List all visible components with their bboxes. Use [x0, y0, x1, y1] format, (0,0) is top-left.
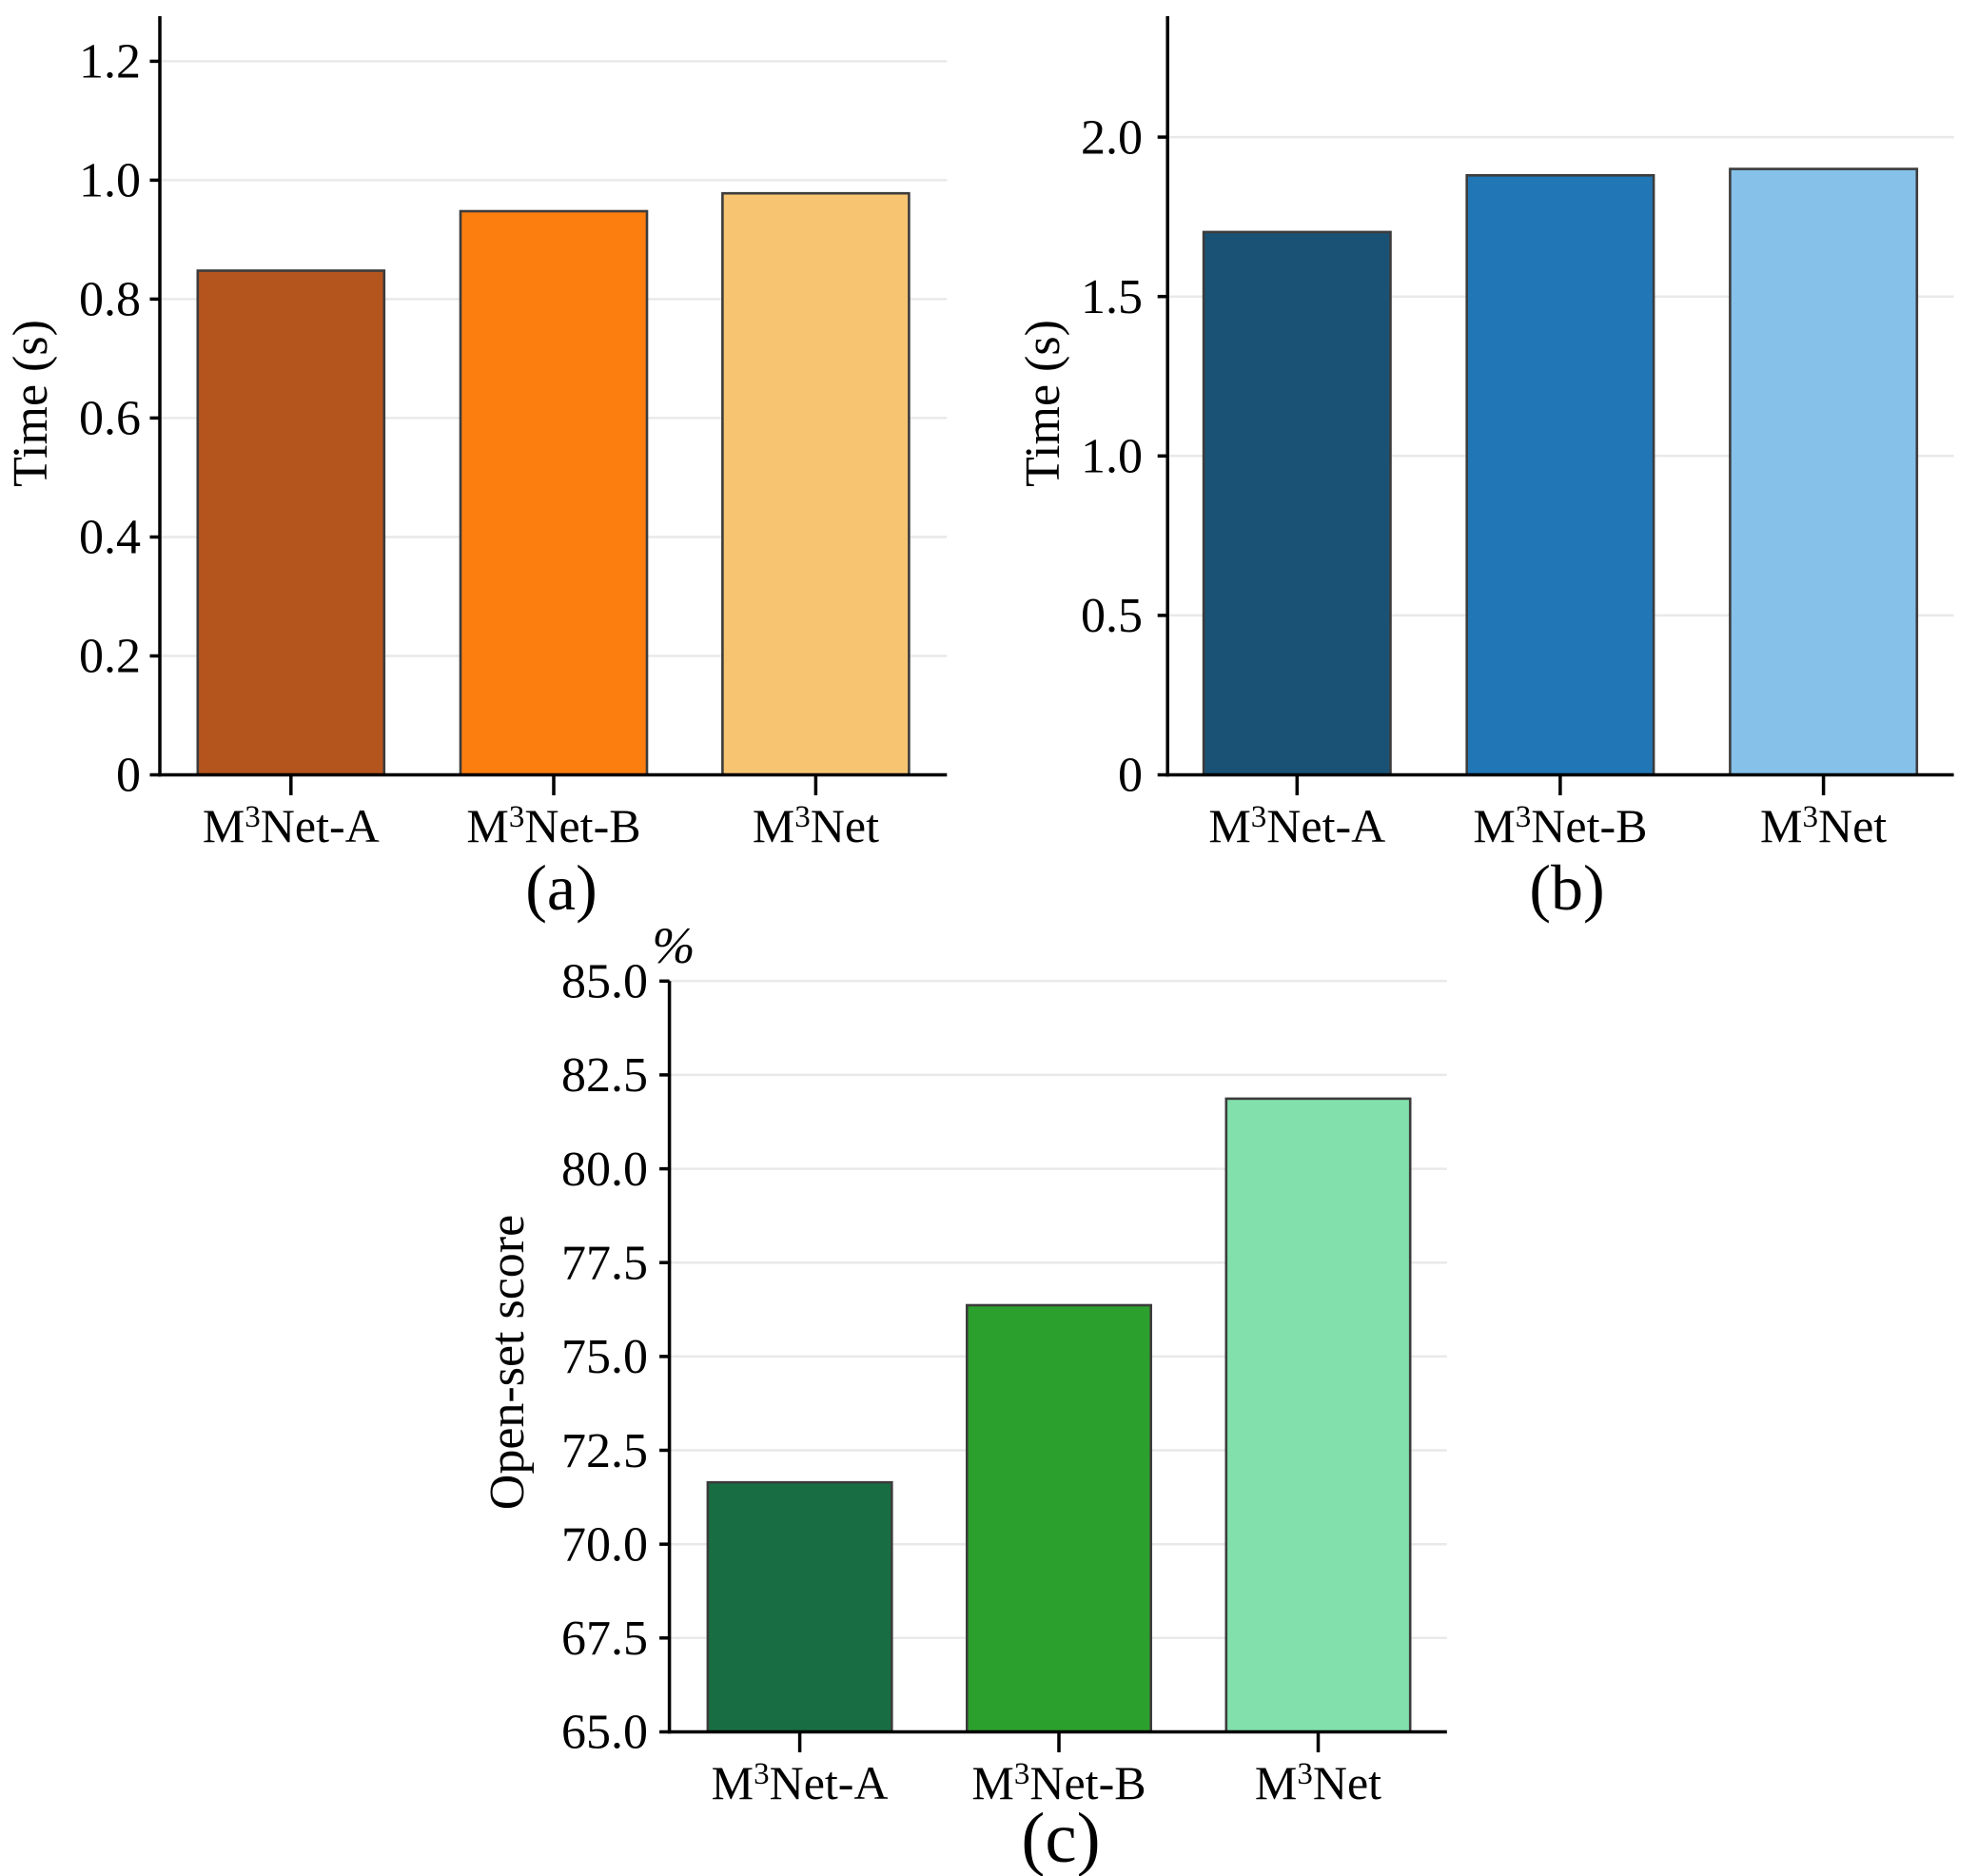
svg-text:M3Net-A: M3Net-A — [1208, 799, 1385, 852]
svg-text:M3Net-B: M3Net-B — [466, 799, 640, 852]
svg-text:M3Net: M3Net — [1760, 799, 1887, 852]
svg-text:0.2: 0.2 — [79, 630, 141, 684]
svg-text:M3Net: M3Net — [1255, 1756, 1381, 1809]
svg-text:0.6: 0.6 — [79, 392, 141, 446]
svg-text:M3Net-A: M3Net-A — [203, 799, 380, 852]
svg-text:%: % — [653, 917, 695, 974]
svg-text:70.0: 70.0 — [561, 1517, 648, 1572]
svg-text:M3Net-B: M3Net-B — [971, 1756, 1146, 1809]
svg-text:Time (s): Time (s) — [4, 320, 58, 487]
svg-text:(c): (c) — [1021, 1799, 1100, 1876]
svg-text:0: 0 — [116, 749, 141, 803]
svg-text:M3Net-B: M3Net-B — [1473, 799, 1647, 852]
svg-text:M3Net-A: M3Net-A — [712, 1756, 889, 1809]
svg-text:0.4: 0.4 — [79, 511, 141, 565]
svg-text:2.0: 2.0 — [1081, 110, 1143, 165]
svg-text:0.5: 0.5 — [1081, 589, 1143, 643]
svg-text:(a): (a) — [525, 851, 597, 924]
svg-text:77.5: 77.5 — [561, 1237, 648, 1291]
svg-text:(b): (b) — [1529, 851, 1604, 924]
svg-text:67.5: 67.5 — [561, 1612, 648, 1666]
svg-text:Open-set score: Open-set score — [480, 1215, 535, 1510]
svg-text:1.2: 1.2 — [79, 35, 141, 89]
svg-text:80.0: 80.0 — [561, 1143, 648, 1197]
svg-text:1.0: 1.0 — [1081, 430, 1143, 484]
svg-text:0: 0 — [1118, 749, 1143, 803]
svg-text:85.0: 85.0 — [561, 955, 648, 1009]
svg-text:65.0: 65.0 — [561, 1706, 648, 1760]
svg-text:72.5: 72.5 — [561, 1424, 648, 1478]
svg-text:1.0: 1.0 — [79, 154, 141, 208]
svg-text:0.8: 0.8 — [79, 273, 141, 327]
svg-text:82.5: 82.5 — [561, 1048, 648, 1103]
svg-text:1.5: 1.5 — [1081, 270, 1143, 324]
svg-text:M3Net: M3Net — [753, 799, 879, 852]
svg-text:Time (s): Time (s) — [1016, 320, 1070, 487]
svg-text:75.0: 75.0 — [561, 1330, 648, 1384]
